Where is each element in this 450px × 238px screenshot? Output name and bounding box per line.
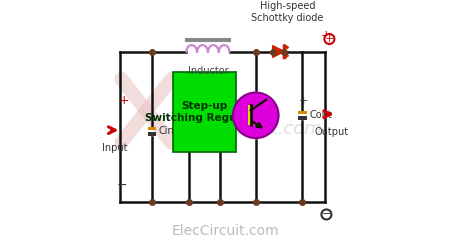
- Text: +: +: [325, 34, 334, 44]
- Text: ElecCircuit.com: ElecCircuit.com: [171, 224, 279, 238]
- Bar: [298, 110, 306, 114]
- Text: +: +: [321, 29, 332, 42]
- Bar: [248, 105, 251, 125]
- Text: +: +: [118, 94, 129, 107]
- Text: −: −: [117, 179, 128, 192]
- Text: High-speed
Schottky diode: High-speed Schottky diode: [252, 1, 324, 23]
- Text: Step-up
Switching Regulator: Step-up Switching Regulator: [145, 101, 264, 123]
- Circle shape: [321, 209, 332, 219]
- Text: Output: Output: [315, 127, 349, 137]
- Text: Input: Input: [102, 143, 127, 153]
- Circle shape: [233, 93, 279, 138]
- Bar: [148, 127, 156, 130]
- Text: ElecCircuit.com: ElecCircuit.com: [182, 120, 322, 138]
- Text: Cin: Cin: [159, 126, 175, 136]
- Text: +: +: [298, 95, 308, 105]
- Bar: [148, 132, 156, 136]
- Bar: [173, 72, 236, 152]
- Text: −: −: [322, 209, 331, 219]
- Circle shape: [324, 34, 334, 44]
- Polygon shape: [273, 46, 284, 57]
- Text: Inductor: Inductor: [188, 66, 228, 76]
- Text: Cout: Cout: [309, 110, 332, 120]
- Bar: [298, 116, 306, 120]
